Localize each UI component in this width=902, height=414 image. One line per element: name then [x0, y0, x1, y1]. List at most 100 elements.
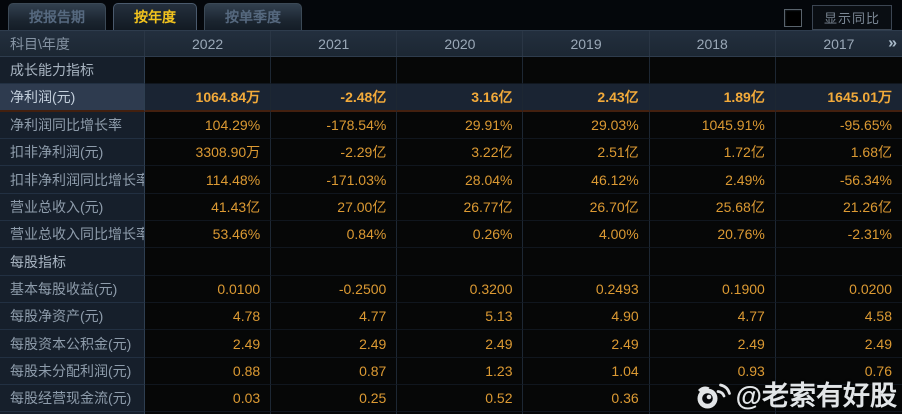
yoy-controls: 显示同比 [783, 5, 892, 30]
cell-value: 1.72亿 [649, 139, 776, 167]
table-header-row: 科目\年度 2022 2021 2020 2019 2018 2017 » [0, 30, 902, 57]
year-label: 2017 [823, 35, 855, 52]
cell-value [145, 412, 272, 414]
cell-value [649, 248, 776, 276]
cell-value [775, 57, 902, 85]
cell-value: 2.51亿 [523, 139, 650, 167]
cell-value: 0.03 [145, 385, 272, 413]
table-row: 每股未分配利润(元) 0.88 0.87 1.23 1.04 0.93 0.76 [0, 357, 902, 386]
year-label: 2019 [570, 35, 602, 52]
table-row: 每股资本公积金(元) 2.49 2.49 2.49 2.49 2.49 2.49 [0, 330, 902, 358]
cell-value: 28.04% [397, 166, 524, 194]
cell-value [523, 57, 650, 85]
row-label: 成长能力指标 [0, 57, 145, 85]
cell-value: 1645.01万 [775, 84, 902, 112]
cell-value: 0.3200 [397, 275, 524, 304]
table-row: 扣非净利润(元) 3308.90万 -2.29亿 3.22亿 2.51亿 1.72亿 1.6… [0, 139, 902, 167]
table-row: 每股净资产(元) 4.78 4.77 5.13 4.90 4.77 4.58 [0, 303, 902, 331]
corner-header: 科目\年度 [0, 31, 145, 56]
show-yoy-checkbox[interactable] [783, 8, 802, 27]
year-header: 2020 [397, 31, 524, 56]
cell-value: 0.0100 [145, 275, 272, 304]
cell-value [775, 412, 902, 414]
cell-value [145, 57, 272, 85]
cell-value: -2.29亿 [271, 139, 398, 167]
cell-value: 2.49% [649, 166, 776, 194]
cell-value: 4.00% [523, 221, 650, 249]
cell-value: 26.77亿 [397, 193, 524, 222]
cell-value [397, 57, 524, 85]
row-label: 每股经营现金流(元) [0, 385, 145, 413]
section-row: 成长能力指标 [0, 57, 902, 85]
cell-value: 2.43亿 [523, 84, 650, 112]
cell-value: 1.04 [523, 357, 650, 386]
cell-value: -95.65% [775, 111, 902, 140]
cell-value: 114.48% [145, 166, 272, 194]
cell-value [649, 385, 776, 413]
table-body: 成长能力指标 净利润(元) 1064.84万 -2.48亿 3.16亿 2.43亿 1.89… [0, 57, 902, 413]
cell-value: 0.0200 [775, 275, 902, 304]
row-label: 净利润(元) [0, 84, 145, 112]
show-yoy-label[interactable]: 显示同比 [811, 5, 892, 30]
row-label: 每股净资产(元) [0, 303, 145, 331]
cell-value: 0.25 [271, 385, 398, 413]
row-label: 基本每股收益(元) [0, 275, 145, 304]
cell-value [523, 412, 650, 414]
financial-table: 科目\年度 2022 2021 2020 2019 2018 2017 » 成长能力指标 净利… [0, 30, 902, 414]
cell-value: 2.49 [145, 330, 272, 358]
cell-value: 0.2493 [523, 275, 650, 304]
cell-value [775, 248, 902, 276]
row-label: 每股指标 [0, 248, 145, 276]
cell-value: 5.13 [397, 303, 524, 331]
cell-value [271, 248, 398, 276]
cell-value: 25.68亿 [649, 193, 776, 222]
row-label: 扣非净利润同比增长率 [0, 166, 145, 194]
table-row: 营业总收入同比增长率 53.46% 0.84% 0.26% 4.00% 20.76% -2.… [0, 221, 902, 249]
row-label [0, 412, 145, 414]
cell-value: 27.00亿 [271, 193, 398, 222]
period-tabs: 按报告期 按年度 按单季度 [8, 3, 302, 30]
cell-value: 4.77 [271, 303, 398, 331]
cell-value: 29.03% [523, 111, 650, 140]
cell-value: 2.49 [649, 330, 776, 358]
cell-value: -56.34% [775, 166, 902, 194]
row-label: 每股未分配利润(元) [0, 357, 145, 386]
table-row: 每股经营现金流(元) 0.03 0.25 0.52 0.36 [0, 385, 902, 413]
year-label: 2021 [318, 35, 350, 52]
cell-value: -171.03% [271, 166, 398, 194]
cell-value: 20.76% [649, 221, 776, 249]
cell-value: 4.90 [523, 303, 650, 331]
table-row: 净利润同比增长率 104.29% -178.54% 29.91% 29.03% 1045.… [0, 111, 902, 140]
cell-value: 2.49 [271, 330, 398, 358]
cell-value: 3.16亿 [397, 84, 524, 112]
cell-value [271, 412, 398, 414]
tab-by-year[interactable]: 按年度 [113, 3, 197, 30]
cell-value: 1064.84万 [145, 84, 272, 112]
tab-by-quarter[interactable]: 按单季度 [204, 3, 302, 30]
more-years-icon[interactable]: » [888, 33, 897, 51]
cell-value [397, 248, 524, 276]
cell-value: -0.2500 [271, 275, 398, 304]
table-row: 净利润(元) 1064.84万 -2.48亿 3.16亿 2.43亿 1.89亿 1645.… [0, 84, 902, 112]
year-header: 2021 [271, 31, 398, 56]
table-row: 基本每股收益(元) 0.0100 -0.2500 0.3200 0.2493 0.1900… [0, 275, 902, 304]
cell-value [397, 412, 524, 414]
cell-value: 0.36 [523, 385, 650, 413]
cell-value: 26.70亿 [523, 193, 650, 222]
cell-value [775, 385, 902, 413]
section-row: 每股指标 [0, 248, 902, 276]
row-label: 净利润同比增长率 [0, 111, 145, 140]
cell-value [649, 57, 776, 85]
cell-value: 0.76 [775, 357, 902, 386]
cell-value: 0.26% [397, 221, 524, 249]
tab-bar: 按报告期 按年度 按单季度 显示同比 [0, 0, 902, 30]
cell-value: 0.87 [271, 357, 398, 386]
year-header: 2019 [523, 31, 650, 56]
tab-by-report-period[interactable]: 按报告期 [8, 3, 106, 30]
row-label: 营业总收入(元) [0, 193, 145, 222]
cell-value: 1.89亿 [649, 84, 776, 112]
cell-value [649, 412, 776, 414]
year-header: 2017 » [776, 31, 902, 56]
cell-value: 0.93 [649, 357, 776, 386]
